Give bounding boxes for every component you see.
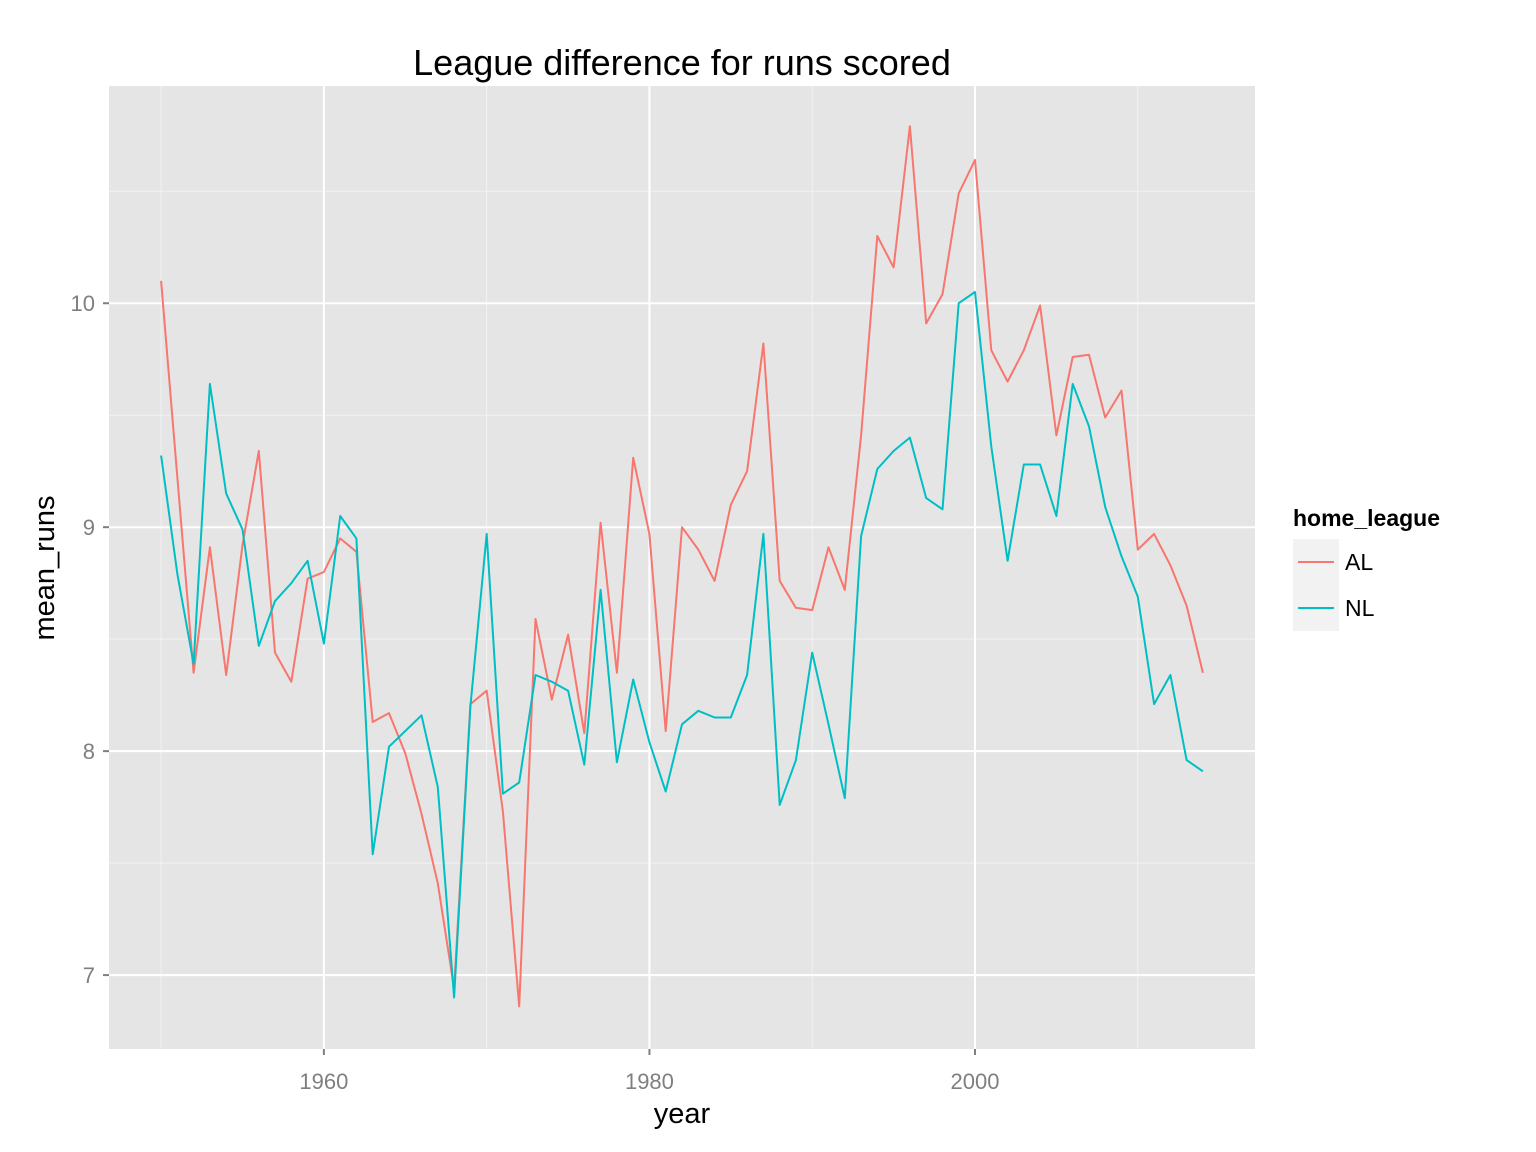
minor-grid-lines <box>109 86 1255 1049</box>
legend-title: home_league <box>1293 505 1440 531</box>
series-line-al <box>160 125 1204 1008</box>
y-axis-ticks: 7 8 9 10 <box>71 291 109 988</box>
legend: home_league AL NL <box>1293 505 1440 631</box>
x-tick-label: 2000 <box>951 1069 1000 1094</box>
legend-label-al: AL <box>1345 549 1373 575</box>
x-axis-ticks: 1960 1980 2000 <box>299 1049 999 1094</box>
series-line-nl <box>160 291 1204 999</box>
legend-label-nl: NL <box>1345 595 1375 621</box>
y-tick-label: 10 <box>71 291 95 316</box>
x-tick-label: 1980 <box>625 1069 674 1094</box>
legend-items: AL NL <box>1293 539 1375 631</box>
y-tick-label: 8 <box>83 739 95 764</box>
chart-title: League difference for runs scored <box>413 42 951 83</box>
plot-panel-background <box>109 86 1255 1049</box>
x-tick-label: 1960 <box>299 1069 348 1094</box>
y-tick-label: 9 <box>83 515 95 540</box>
x-axis-title: year <box>654 1098 711 1130</box>
series-lines <box>160 125 1204 1008</box>
y-axis-title: mean_runs <box>29 495 61 640</box>
y-tick-label: 7 <box>83 963 95 988</box>
